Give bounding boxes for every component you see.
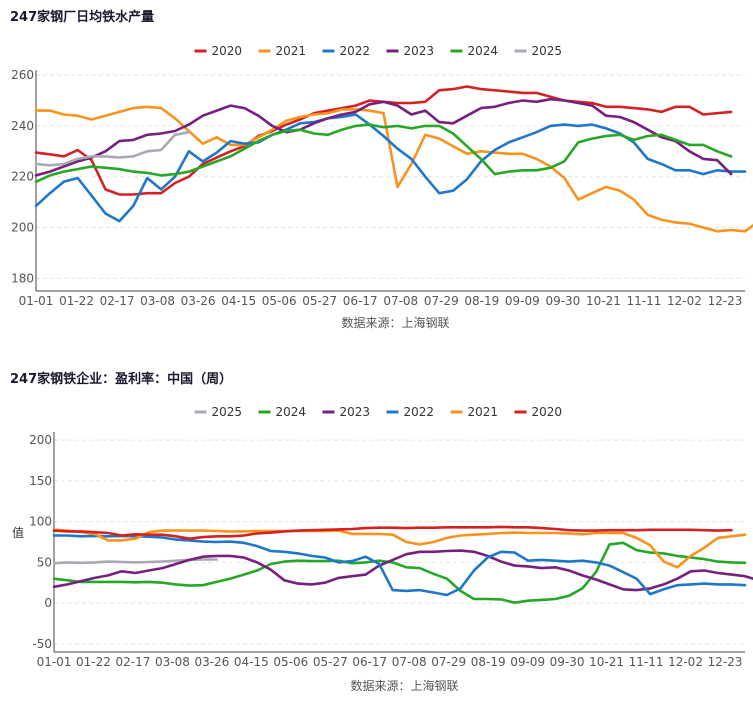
y-tick-label: 100 (29, 515, 52, 529)
x-tick-label: 06-17 (343, 294, 378, 308)
legend-label-2023: 2023 (340, 405, 371, 419)
x-tick-label: 04-15 (234, 655, 269, 669)
legend-label-2023: 2023 (404, 44, 435, 58)
x-tick-label: 05-06 (262, 294, 297, 308)
source-note: 数据来源：上海钢联 (341, 315, 449, 330)
x-tick-label: 02-17 (100, 294, 135, 308)
legend-label-2025: 2025 (212, 405, 243, 419)
y-tick-label: 150 (29, 474, 52, 488)
x-tick-label: 07-29 (424, 294, 459, 308)
x-tick-label: 08-19 (471, 655, 506, 669)
y-tick-label: 220 (11, 170, 34, 184)
x-tick-label: 09-30 (545, 294, 580, 308)
y-tick-label: 200 (29, 433, 52, 447)
series-line-2023 (52, 549, 753, 592)
series-line-2020 (52, 525, 733, 541)
y-axis-label: 值 (12, 525, 24, 540)
legend-label-2022: 2022 (404, 405, 435, 419)
legend-label-2021: 2021 (468, 405, 499, 419)
x-tick-label: 03-08 (155, 655, 190, 669)
legend-label-2024: 2024 (468, 44, 499, 58)
legend-label-2020: 2020 (532, 405, 563, 419)
legend-label-2020: 2020 (212, 44, 243, 58)
series-line-2024 (52, 541, 747, 605)
x-tick-label: 05-06 (273, 655, 308, 669)
x-tick-label: 03-26 (181, 294, 216, 308)
legend-label-2021: 2021 (276, 44, 307, 58)
y-tick-label: 240 (11, 119, 34, 133)
chart1-title: 247家钢厂日均铁水产量 (10, 10, 155, 25)
x-tick-label: 12-02 (667, 294, 702, 308)
series-line-2021 (34, 105, 753, 233)
x-tick-label: 04-15 (221, 294, 256, 308)
x-tick-label: 07-08 (383, 294, 418, 308)
y-tick-label: 200 (11, 220, 34, 234)
x-tick-label: 09-09 (505, 294, 540, 308)
x-tick-label: 06-17 (352, 655, 387, 669)
x-tick-label: 12-02 (668, 655, 703, 669)
x-tick-label: 11-11 (627, 294, 662, 308)
x-tick-label: 07-29 (431, 655, 466, 669)
y-tick-label: 260 (11, 68, 34, 82)
x-tick-label: 03-08 (140, 294, 175, 308)
y-tick-label: 50 (37, 555, 52, 569)
legend-label-2022: 2022 (340, 44, 371, 58)
x-tick-label: 12-23 (708, 294, 743, 308)
series-line-2022 (52, 534, 747, 597)
x-tick-label: 05-27 (313, 655, 348, 669)
y-tick-label: 180 (11, 271, 34, 285)
chart1-plot: 180 200 220 240 260 01-01 01-22 02-17 03-08 03-26… (11, 44, 753, 330)
series-line-2021 (52, 528, 747, 569)
x-tick-label: 12-23 (708, 655, 743, 669)
series-line-2024 (34, 123, 733, 184)
x-tick-label: 05-27 (302, 294, 337, 308)
x-tick-label: 07-08 (392, 655, 427, 669)
x-tick-label: 01-01 (19, 294, 54, 308)
legend-label-2025: 2025 (532, 44, 563, 58)
y-tick-label: -50 (32, 637, 52, 651)
x-tick-label: 03-26 (194, 655, 229, 669)
chart2-title: 247家钢铁企业：盈利率：中国（周） (10, 372, 233, 387)
x-tick-label: 01-22 (59, 294, 94, 308)
x-tick-label: 09-30 (550, 655, 585, 669)
x-tick-label: 10-21 (586, 294, 621, 308)
x-tick-label: 09-09 (510, 655, 545, 669)
y-tick-label: 0 (44, 596, 52, 610)
x-tick-label: 02-17 (116, 655, 151, 669)
x-tick-label: 08-19 (464, 294, 499, 308)
x-tick-label: 01-22 (76, 655, 111, 669)
series-line-2023 (34, 97, 733, 177)
series-line-2025 (34, 130, 191, 167)
source-note: 数据来源：上海钢联 (350, 678, 458, 693)
x-tick-label: 10-21 (589, 655, 624, 669)
x-tick-label: 01-01 (37, 655, 72, 669)
legend-label-2024: 2024 (276, 405, 307, 419)
x-tick-label: 11-11 (629, 655, 664, 669)
